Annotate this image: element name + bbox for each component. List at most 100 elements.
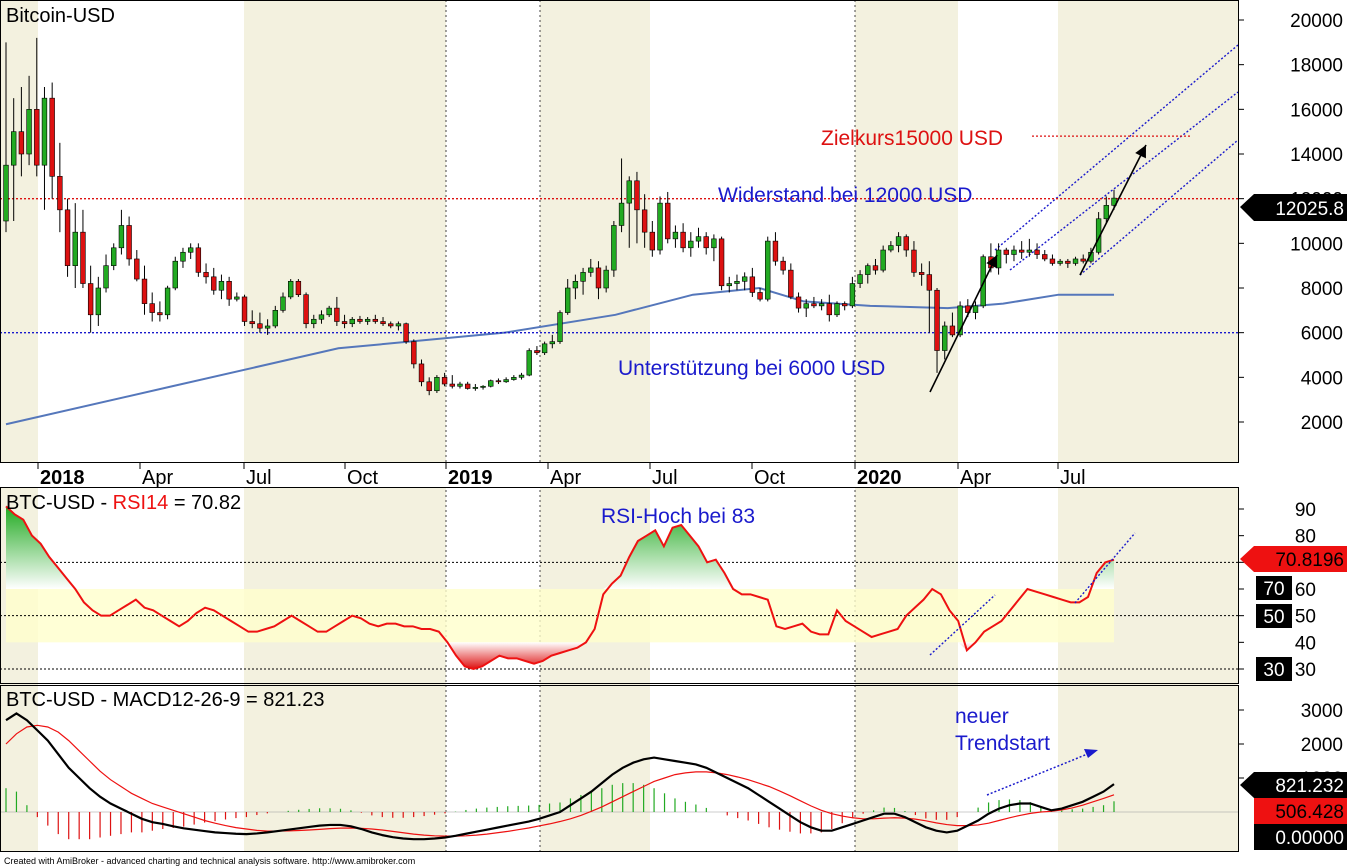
candle-body — [357, 318, 363, 322]
rsi-level-70-label: 70 — [1263, 579, 1284, 600]
price-tick-label: 16000 — [1290, 100, 1343, 121]
time-tick-label: 2018 — [40, 467, 85, 489]
rsi-level-70-marker: 70 — [1256, 576, 1292, 600]
candle-body — [541, 343, 548, 354]
rsi-panel-grid — [0, 561, 1238, 670]
candle-body — [449, 383, 455, 387]
channel-line — [1079, 139, 1239, 276]
candle-body — [942, 325, 948, 351]
price-tick-label: 20000 — [1290, 11, 1343, 32]
candle-body — [26, 109, 32, 155]
candle-body — [18, 131, 25, 155]
rsi-level-50-marker: 50 — [1256, 604, 1292, 628]
rsi-last-value: 70.8196 — [1275, 550, 1344, 571]
candle-body — [503, 379, 509, 383]
candle-body — [1080, 258, 1086, 262]
period-band — [446, 0, 540, 852]
candle-body — [418, 363, 425, 383]
candle-body — [180, 251, 186, 262]
candle-body — [64, 209, 71, 266]
rsi-line — [5, 505, 1115, 671]
candle-body — [888, 245, 894, 251]
candle-body — [395, 323, 402, 327]
candle-body — [80, 231, 86, 284]
candle-body — [349, 318, 355, 325]
candle-body — [865, 265, 871, 275]
candle-body — [211, 276, 217, 291]
trend-arrow-head — [986, 255, 998, 269]
candle-body — [164, 287, 171, 316]
channel-line — [1009, 91, 1239, 271]
candle-body — [857, 274, 863, 284]
macd-annotation-line2: Trendstart — [955, 732, 1050, 755]
rsi-trendline-1 — [929, 594, 996, 656]
candle-body — [103, 265, 109, 289]
candle-body — [603, 269, 609, 289]
candle-body — [818, 303, 825, 307]
price-tick-label: 14000 — [1290, 145, 1343, 166]
candle-body — [895, 236, 902, 246]
time-tick-label: Jul — [246, 467, 272, 489]
period-band — [1058, 0, 1238, 852]
candle-body — [257, 323, 263, 329]
candle-body — [388, 323, 394, 327]
candle-body — [911, 249, 917, 273]
rsi-tick-label: 50 — [1295, 607, 1316, 628]
rsi-last-marker: 70.8196 — [1240, 546, 1347, 572]
macd-tick-label: 3000 — [1301, 701, 1343, 722]
candle-body — [526, 350, 532, 376]
candle-body — [803, 303, 809, 309]
target-label: Zielkurs15000 USD — [821, 127, 1003, 150]
candle-body — [734, 280, 740, 284]
price-tick-label: 10000 — [1290, 234, 1343, 255]
candle-body — [549, 341, 555, 345]
candle-body — [11, 131, 17, 166]
candle-body — [611, 225, 617, 271]
candle-body — [311, 318, 317, 325]
candle-body — [295, 280, 302, 295]
period-band — [855, 0, 958, 852]
signal-last-marker: 506.428 — [1254, 798, 1347, 824]
candle-body — [126, 225, 132, 260]
candle-body — [926, 274, 933, 291]
candle-body — [41, 97, 48, 166]
price-panel-title: Bitcoin-USD — [6, 5, 115, 27]
macd-histogram — [5, 783, 1115, 840]
candle-body — [149, 303, 155, 313]
candle-body — [195, 247, 202, 273]
candle-body — [772, 240, 779, 262]
rsi-oversold-fill — [6, 642, 1114, 669]
candle-body — [1042, 254, 1048, 260]
candle-body — [918, 272, 925, 275]
candle-body — [403, 323, 409, 342]
time-tick-label: Apr — [550, 467, 581, 489]
candle-body — [187, 247, 194, 253]
footer-credit: Created with AmiBroker - advanced charti… — [4, 856, 415, 866]
candle-body — [280, 296, 286, 311]
candle-body — [118, 225, 125, 249]
price-y-axis: 2000018000160001400012000100008000600040… — [1238, 11, 1343, 434]
candle-body — [95, 287, 102, 316]
candle-body — [411, 341, 417, 365]
rsi-trendline-2 — [1074, 532, 1136, 604]
price-tick-label: 18000 — [1290, 56, 1343, 77]
candle-body — [672, 231, 679, 240]
price-tick-label: 8000 — [1301, 279, 1343, 300]
rsi-fill — [6, 506, 1114, 669]
candle-body — [749, 276, 756, 293]
zero-marker: 0.00000 — [1254, 824, 1347, 850]
candle-body — [588, 267, 594, 273]
macd-last-marker: 821.232 — [1240, 772, 1347, 798]
candle-body — [1103, 205, 1109, 220]
trend-channel — [994, 44, 1239, 276]
candle-body — [518, 374, 525, 378]
candle-body — [703, 236, 709, 249]
rsi-level-50-label: 50 — [1263, 607, 1284, 628]
time-tick-label: Apr — [960, 467, 991, 489]
candle-body — [641, 209, 648, 233]
candle-body — [626, 180, 632, 204]
time-tick-label: Oct — [754, 467, 786, 489]
candle-body — [49, 97, 55, 177]
time-tick-label: Apr — [142, 467, 173, 489]
time-tick-label: Jul — [652, 467, 678, 489]
